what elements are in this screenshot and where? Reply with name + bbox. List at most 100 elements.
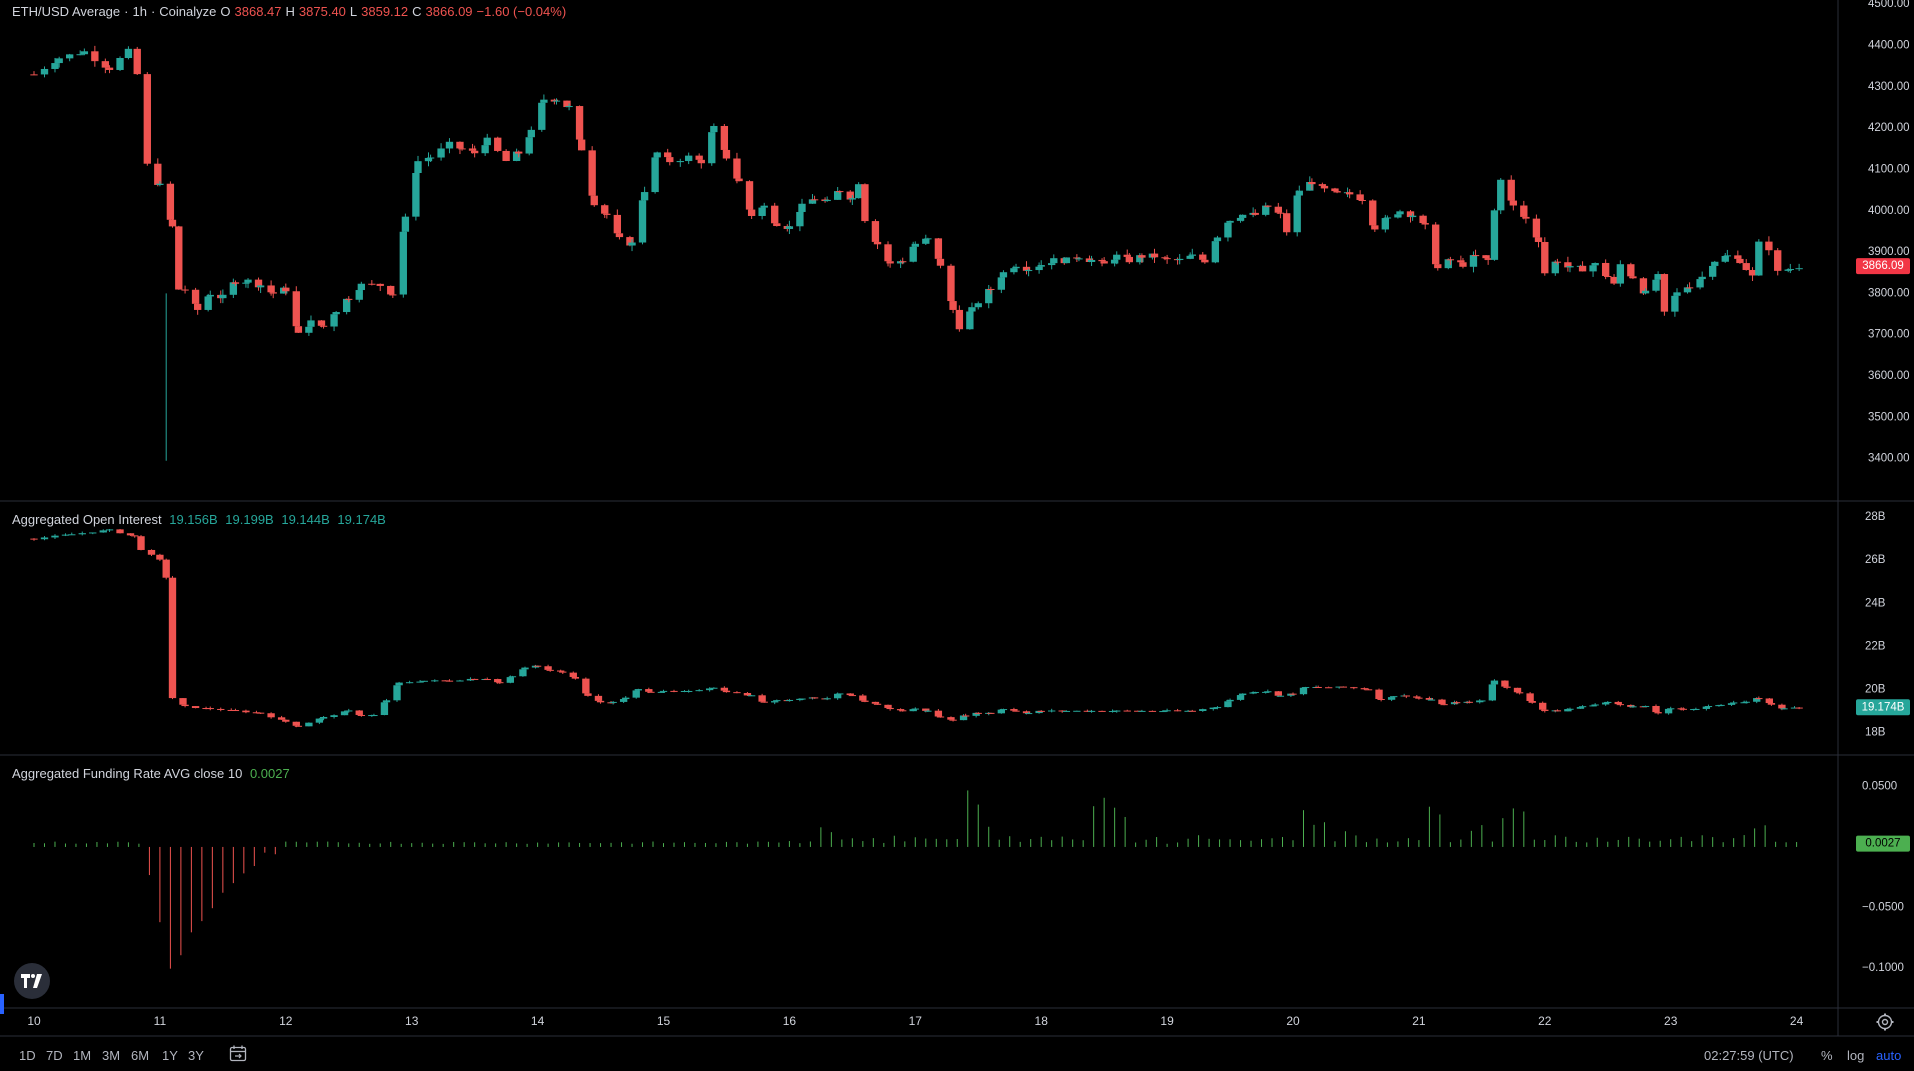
oi-candle (405, 682, 414, 684)
calendar-range-icon[interactable] (229, 1045, 247, 1062)
oi-candle (1415, 697, 1423, 699)
oi-axis-tick: 18B (1865, 726, 1886, 738)
oi-candle (1360, 688, 1369, 690)
price-candle (1532, 218, 1541, 238)
price-candle (1755, 241, 1763, 276)
oi-candle (227, 709, 235, 711)
price-candle (1629, 276, 1637, 279)
price-candle (733, 158, 741, 179)
range-button-1m[interactable]: 1M (73, 1048, 92, 1063)
price-candle (527, 129, 535, 138)
oi-candle (1528, 701, 1536, 703)
last-funding-label: 0.0027 (1865, 838, 1900, 850)
price-candle (773, 223, 781, 227)
price-candle (985, 288, 993, 304)
range-button-3y[interactable]: 3Y (188, 1048, 204, 1063)
oi-candle (1035, 710, 1043, 714)
funding-axis-tick: −0.1000 (1862, 962, 1904, 974)
funding-title[interactable]: Aggregated Funding Rate AVG close 10 (12, 766, 243, 781)
time-axis-tick: 16 (783, 1014, 797, 1028)
close-label: C (412, 4, 422, 19)
price-candle (949, 301, 957, 310)
price-candle (51, 63, 59, 69)
price-candle (758, 207, 766, 216)
price-candle (1110, 259, 1119, 264)
tradingview-logo-icon[interactable] (14, 963, 50, 999)
price-candle (1123, 254, 1131, 257)
price-candle (1784, 269, 1792, 271)
oi-candle (355, 710, 363, 715)
range-button-1y[interactable]: 1Y (162, 1048, 178, 1063)
price-candle (1035, 266, 1043, 271)
symbol-label[interactable]: ETH/USD Average (12, 4, 121, 19)
range-button-1d[interactable]: 1D (19, 1048, 36, 1063)
oi-candle (632, 690, 640, 698)
high-label: H (285, 4, 295, 19)
oi-candle (1402, 695, 1410, 697)
price-candle (1490, 210, 1499, 260)
range-button-6m[interactable]: 6M (131, 1048, 150, 1063)
oi-candle (1062, 710, 1071, 712)
funding-axis-tick: −0.0500 (1862, 902, 1904, 914)
oi-candle (680, 690, 689, 692)
price-candle (955, 309, 964, 330)
price-candle (653, 152, 661, 158)
oi-candle (657, 691, 666, 693)
utc-clock[interactable]: 02:27:59 (UTC) (1704, 1048, 1794, 1063)
percent-scale-toggle[interactable]: % (1821, 1048, 1833, 1063)
price-candle (1163, 258, 1171, 260)
oi-low-value: 19.144B (281, 512, 330, 527)
oi-candle (30, 538, 38, 540)
oi-candle (292, 721, 300, 726)
price-candle (695, 155, 703, 160)
oi-candle (810, 697, 819, 699)
oi-candle (179, 698, 187, 705)
range-button-3m[interactable]: 3M (102, 1048, 121, 1063)
price-candle (1075, 258, 1083, 260)
oi-candle (416, 681, 424, 683)
price-candle (1050, 258, 1058, 264)
price-candle (1734, 255, 1742, 259)
price-candle (1421, 223, 1429, 225)
price-candle (1383, 217, 1392, 219)
price-candle (345, 298, 353, 300)
price-candle (974, 303, 982, 308)
time-axis-tick: 19 (1160, 1014, 1174, 1028)
price-candle (1444, 259, 1452, 269)
interval-label[interactable]: 1h (132, 4, 147, 19)
auto-scale-toggle[interactable]: auto (1876, 1048, 1902, 1063)
log-scale-toggle[interactable]: log (1847, 1048, 1865, 1063)
price-candle (342, 298, 351, 313)
price-candle (525, 137, 533, 154)
price-candle (1073, 257, 1081, 259)
oi-title[interactable]: Aggregated Open Interest (12, 512, 162, 527)
price-candle (1394, 214, 1402, 218)
oi-candle (168, 577, 177, 699)
oi-candle (922, 708, 930, 711)
range-button-7d[interactable]: 7D (46, 1048, 63, 1063)
price-candle (1616, 264, 1625, 284)
price-candle (710, 125, 718, 133)
last-oi-label: 19.174B (1862, 701, 1905, 713)
gear-icon[interactable] (1876, 1013, 1894, 1031)
oi-candle (685, 690, 693, 692)
price-candle (1276, 212, 1285, 214)
price-candle (368, 283, 376, 285)
price-candle (204, 296, 212, 310)
oi-candle (1377, 698, 1385, 700)
price-candle (1161, 257, 1169, 259)
oi-candle (267, 713, 275, 718)
price-candle (722, 149, 731, 159)
oi-candle (445, 680, 454, 682)
price-candle (414, 161, 422, 173)
price-candle (294, 326, 303, 333)
oi-candle (99, 530, 107, 533)
oi-candle (846, 693, 854, 696)
price-candle (1509, 200, 1517, 206)
price-candle (720, 125, 729, 150)
oi-candle (949, 719, 957, 721)
price-candle (936, 258, 945, 266)
price-candle (65, 54, 74, 59)
price-candle (1024, 270, 1033, 272)
